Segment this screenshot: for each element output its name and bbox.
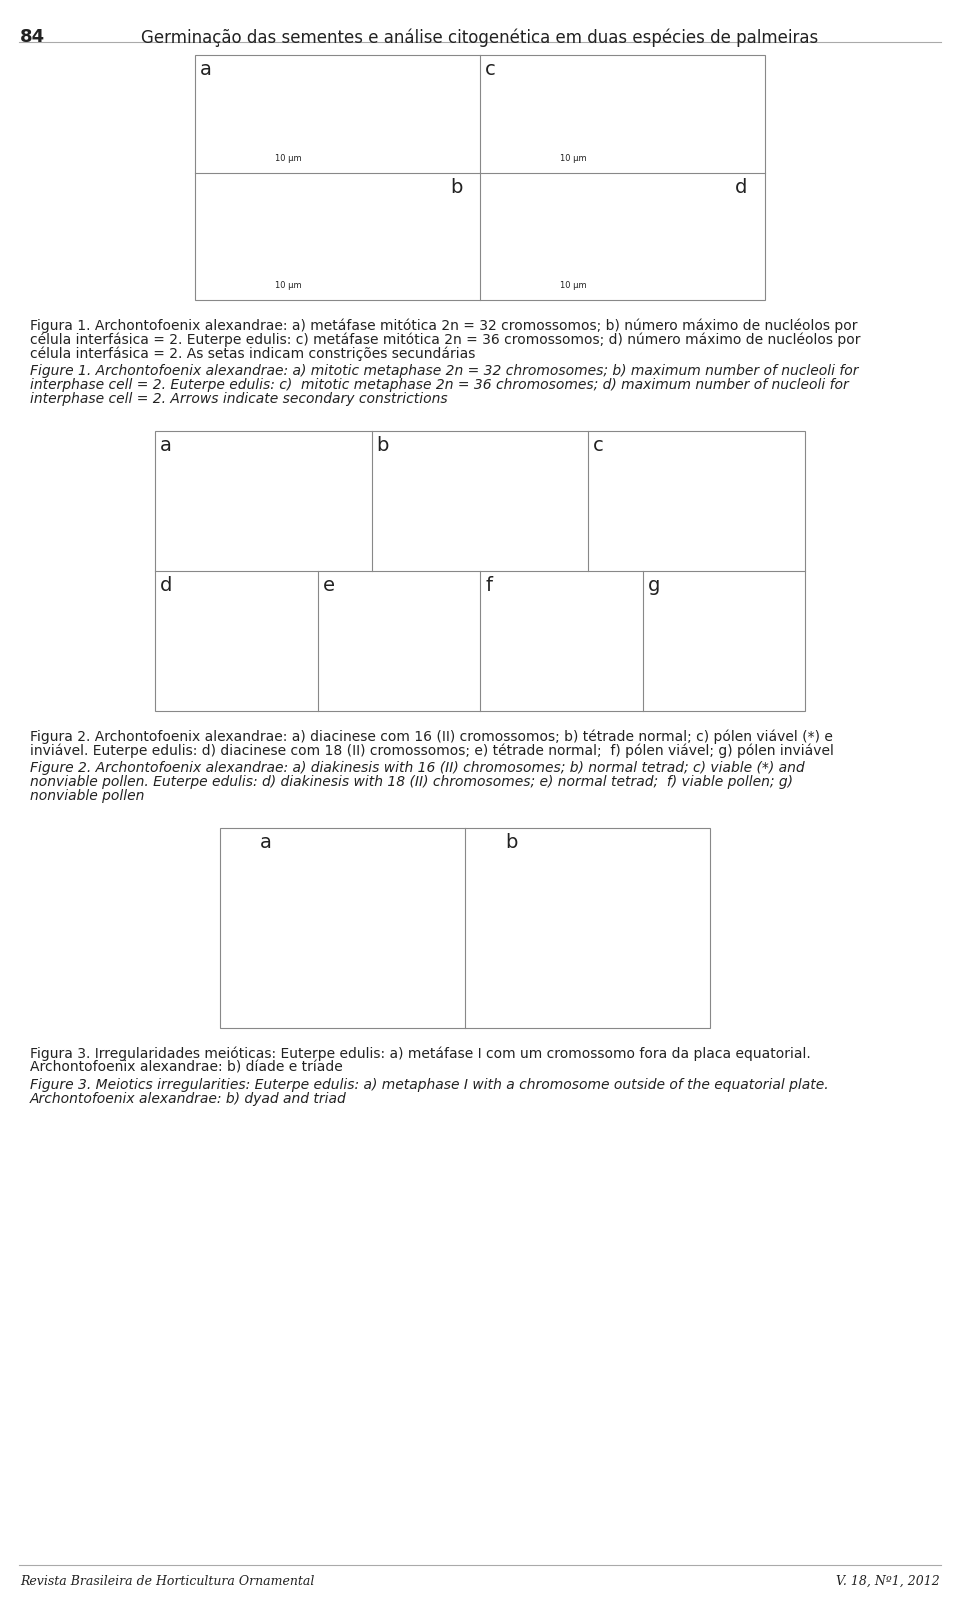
Text: c: c [485, 59, 495, 78]
Text: Germinação das sementes e análise citogenética em duas espécies de palmeiras: Germinação das sementes e análise citoge… [141, 27, 819, 46]
Text: 84: 84 [20, 27, 45, 46]
Text: b: b [376, 435, 389, 455]
Text: 10 μm: 10 μm [275, 154, 301, 163]
Text: Archontofoenix alexandrae: b) díade e tríade: Archontofoenix alexandrae: b) díade e tr… [30, 1060, 343, 1074]
Text: Figure 1. Archontofoenix alexandrae: a) mitotic metaphase 2n = 32 chromosomes; b: Figure 1. Archontofoenix alexandrae: a) … [30, 363, 858, 378]
Text: d: d [160, 576, 173, 596]
Text: interphase cell = 2. Arrows indicate secondary constrictions: interphase cell = 2. Arrows indicate sec… [30, 392, 447, 407]
Text: a: a [160, 435, 172, 455]
Text: Figure 3. Meiotics irregularities: Euterpe edulis: a) metaphase I with a chromos: Figure 3. Meiotics irregularities: Euter… [30, 1077, 828, 1092]
Text: b: b [505, 833, 517, 852]
Text: e: e [323, 576, 334, 596]
Text: 10 μm: 10 μm [275, 282, 301, 290]
Text: Figura 2. Archontofoenix alexandrae: a) diacinese com 16 (II) cromossomos; b) té: Figura 2. Archontofoenix alexandrae: a) … [30, 728, 833, 743]
Text: interphase cell = 2. Euterpe edulis: c)  mitotic metaphase 2n = 36 chromosomes; : interphase cell = 2. Euterpe edulis: c) … [30, 378, 849, 392]
Text: célula interfásica = 2. Euterpe edulis: c) metáfase mitótica 2n = 36 cromossomos: célula interfásica = 2. Euterpe edulis: … [30, 331, 860, 346]
Text: a: a [200, 59, 212, 78]
Text: b: b [450, 178, 463, 197]
FancyBboxPatch shape [220, 828, 710, 1028]
Text: f: f [485, 576, 492, 596]
FancyBboxPatch shape [155, 431, 805, 711]
Text: c: c [593, 435, 604, 455]
Text: Revista Brasileira de Horticultura Ornamental: Revista Brasileira de Horticultura Ornam… [20, 1575, 314, 1588]
Text: Archontofoenix alexandrae: b) dyad and triad: Archontofoenix alexandrae: b) dyad and t… [30, 1092, 347, 1106]
Text: d: d [735, 178, 748, 197]
FancyBboxPatch shape [195, 54, 765, 299]
Text: célula interfásica = 2. As setas indicam constrições secundárias: célula interfásica = 2. As setas indicam… [30, 346, 475, 360]
Text: g: g [647, 576, 660, 596]
Text: inviável. Euterpe edulis: d) diacinese com 18 (II) cromossomos; e) tétrade norma: inviável. Euterpe edulis: d) diacinese c… [30, 743, 834, 757]
Text: nonviable pollen: nonviable pollen [30, 789, 144, 804]
Text: Figura 3. Irregularidades meióticas: Euterpe edulis: a) metáfase I com um cromos: Figura 3. Irregularidades meióticas: Eut… [30, 1045, 811, 1060]
Text: 10 μm: 10 μm [560, 154, 587, 163]
Text: 10 μm: 10 μm [560, 282, 587, 290]
Text: Figure 2. Archontofoenix alexandrae: a) diakinesis with 16 (II) chromosomes; b) : Figure 2. Archontofoenix alexandrae: a) … [30, 760, 804, 775]
Text: Figura 1. Archontofoenix alexandrae: a) metáfase mitótica 2n = 32 cromossomos; b: Figura 1. Archontofoenix alexandrae: a) … [30, 319, 857, 333]
Text: nonviable pollen. Euterpe edulis: d) diakinesis with 18 (II) chromosomes; e) nor: nonviable pollen. Euterpe edulis: d) dia… [30, 775, 793, 789]
Text: V. 18, Nº1, 2012: V. 18, Nº1, 2012 [836, 1575, 940, 1588]
Text: a: a [260, 833, 272, 852]
